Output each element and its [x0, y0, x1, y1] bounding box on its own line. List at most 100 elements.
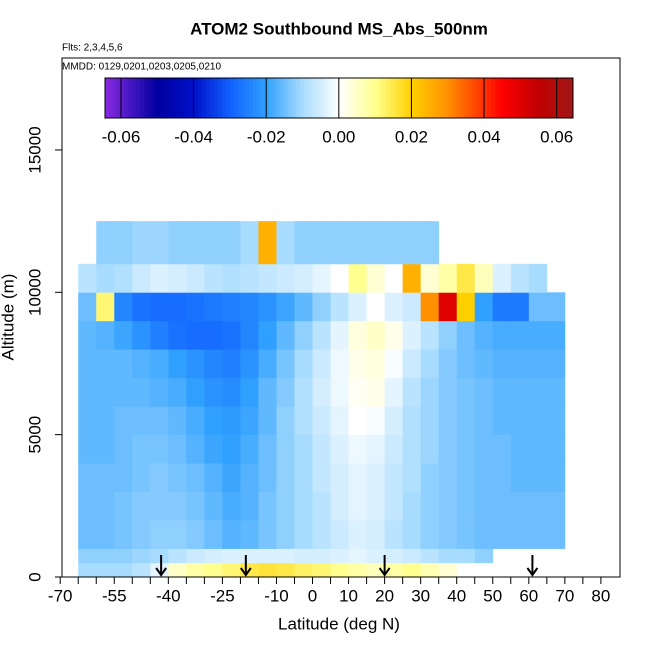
- colorbar-swatch: [128, 78, 133, 118]
- heatmap-cell: [168, 349, 187, 379]
- heatmap-cell: [96, 377, 115, 407]
- colorbar-swatch: [389, 78, 395, 118]
- heatmap-cell: [276, 548, 295, 564]
- heatmap-cell: [402, 548, 422, 564]
- colorbar-swatch: [190, 78, 196, 118]
- heatmap-cell: [330, 463, 349, 492]
- heatmap-cell: [456, 548, 476, 564]
- colorbar-swatch: [510, 78, 515, 118]
- x-tick-label: 60: [519, 586, 538, 605]
- heatmap-cell: [114, 562, 133, 578]
- x-tick-label: -10: [264, 586, 289, 605]
- heatmap-cell: [528, 463, 548, 492]
- heatmap-cell: [366, 434, 386, 464]
- heatmap-cell: [456, 292, 476, 322]
- heatmap-cell: [456, 320, 476, 350]
- heatmap-cell: [438, 491, 458, 521]
- arrow-head: [378, 567, 391, 577]
- colorbar-swatch: [120, 78, 125, 118]
- heatmap-cell: [510, 292, 530, 322]
- heatmap-cell: [132, 548, 151, 564]
- heatmap-cell: [96, 292, 115, 322]
- heatmap-cell: [294, 562, 313, 578]
- colorbar-swatch: [175, 78, 180, 118]
- colorbar-swatch: [124, 78, 129, 118]
- colorbar-swatch: [502, 78, 508, 118]
- arrow-head: [526, 567, 539, 577]
- heatmap-cell: [528, 406, 548, 436]
- colorbar-swatch: [155, 78, 161, 118]
- heatmap-cell: [96, 221, 115, 265]
- heatmap-cell: [78, 548, 97, 564]
- heatmap-cell: [114, 406, 133, 436]
- colorbar-swatch: [362, 78, 367, 118]
- heatmap-cell: [222, 548, 241, 564]
- heatmap-cell: [204, 377, 223, 407]
- heatmap-cell: [546, 292, 566, 322]
- colorbar-swatch: [171, 78, 176, 118]
- heatmap-cell: [168, 520, 187, 549]
- heatmap-cell: [186, 463, 205, 492]
- heatmap-cell: [438, 349, 458, 379]
- heatmap-cell: [420, 434, 440, 464]
- heatmap-cell: [330, 292, 349, 322]
- heatmap-cell: [366, 221, 386, 265]
- heatmap-cell: [438, 520, 458, 549]
- heatmap-cell: [78, 463, 97, 492]
- colorbar-swatch: [323, 78, 328, 118]
- heatmap-cell: [186, 562, 205, 578]
- heatmap-cell: [492, 320, 512, 350]
- colorbar-swatch: [561, 78, 566, 118]
- heatmap-cell: [312, 406, 331, 436]
- heatmap-cell: [312, 292, 331, 322]
- heatmap-cell: [258, 520, 277, 549]
- heatmap-cell: [438, 292, 458, 322]
- heatmap-cell: [222, 377, 241, 407]
- colorbar-swatch: [440, 78, 445, 118]
- colorbar-swatch: [257, 78, 262, 118]
- heatmap-cell: [294, 520, 313, 549]
- heatmap-cell: [420, 463, 440, 492]
- colorbar-tick-label: 0.04: [468, 127, 501, 146]
- heatmap-cell: [528, 434, 548, 464]
- x-tick-label: 0: [308, 586, 317, 605]
- heatmap-cell: [366, 463, 386, 492]
- heatmap-cell: [510, 263, 530, 293]
- heatmap-cell: [258, 320, 277, 350]
- heatmap-cell: [384, 434, 404, 464]
- heatmap-cell: [348, 221, 367, 265]
- colorbar-swatch: [467, 78, 473, 118]
- colorbar-swatch: [284, 78, 289, 118]
- colorbar-swatch: [186, 78, 192, 118]
- heatmap-cell: [492, 520, 512, 549]
- heatmap-cell: [474, 406, 494, 436]
- heatmap-cell: [276, 406, 295, 436]
- heatmap-cell: [96, 491, 115, 521]
- colorbar-swatch: [428, 78, 434, 118]
- heatmap-cell: [312, 349, 331, 379]
- heatmap-cell: [150, 434, 169, 464]
- colorbar-swatch: [506, 78, 512, 118]
- x-tick-label: -25: [210, 586, 235, 605]
- heatmap-cell: [402, 434, 422, 464]
- heatmap-cell: [420, 263, 440, 293]
- heatmap-cell: [222, 520, 241, 549]
- heatmap-cell: [474, 349, 494, 379]
- heatmap-cell: [474, 377, 494, 407]
- heatmap-cell: [312, 548, 331, 564]
- heatmap-cell: [402, 263, 422, 293]
- colorbar-swatch: [456, 78, 461, 118]
- colorbar-swatch: [311, 78, 317, 118]
- heatmap-cell: [150, 221, 169, 265]
- colorbar-swatch: [214, 78, 219, 118]
- colorbar-swatch: [553, 78, 558, 118]
- colorbar-swatch: [335, 78, 340, 118]
- heatmap-cell: [438, 406, 458, 436]
- colorbar-swatch: [374, 78, 379, 118]
- heatmap-cell: [546, 406, 566, 436]
- heatmap-cell: [384, 406, 404, 436]
- heatmap-cell: [330, 406, 349, 436]
- colorbar-swatch: [463, 78, 469, 118]
- heatmap-cell: [456, 520, 476, 549]
- heatmap-cell: [474, 292, 494, 322]
